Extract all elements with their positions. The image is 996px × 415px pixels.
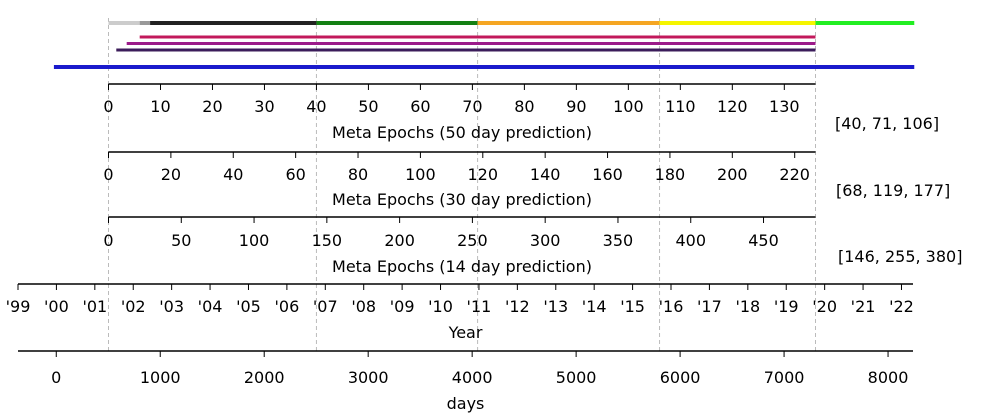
axis-0-tick-label-3: 30 <box>254 97 274 116</box>
axis-3-tick-label-4: '03 <box>159 297 184 316</box>
axis-0-tick-label-8: 80 <box>514 97 534 116</box>
axis-2-tick-label-9: 450 <box>748 231 779 250</box>
axis-3-tick-label-8: '07 <box>313 297 338 316</box>
axis-1-tick-label-6: 120 <box>468 165 499 184</box>
axis-3: '99 '00 '01 '02 '03 '04 '05 '06 '07 '08 '09 '10 '11 '… <box>6 283 914 342</box>
axis-4-tick-label-5: 5000 <box>556 368 597 387</box>
axis-3-tick-label-20: '19 <box>774 297 799 316</box>
axis-3-tick-label-16: '15 <box>620 297 645 316</box>
axis-2-tick-label-4: 200 <box>384 231 415 250</box>
axis-3-tick-label-11: '10 <box>428 297 453 316</box>
axis-0-annotation: [40, 71, 106] <box>835 114 939 133</box>
axis-3-tick-label-9: '08 <box>351 297 376 316</box>
axis-1-tick-label-1: 20 <box>161 165 181 184</box>
axis-3-tick-label-22: '21 <box>851 297 876 316</box>
axis-3-tick-label-5: '04 <box>198 297 223 316</box>
axis-0-tick-label-12: 120 <box>717 97 748 116</box>
axis-3-tick-label-12: '11 <box>467 297 492 316</box>
axis-2-tick-label-7: 350 <box>603 231 634 250</box>
axis-2-tick-label-5: 250 <box>457 231 488 250</box>
axis-0-tick-label-5: 50 <box>358 97 378 116</box>
axis-1-tick-label-11: 220 <box>779 165 810 184</box>
axis-1-tick-label-8: 160 <box>592 165 623 184</box>
axis-3-tick-label-1: '00 <box>44 297 69 316</box>
axis-3-tick-label-18: '17 <box>697 297 722 316</box>
axis-4: 0 1000 2000 3000 4000 5000 6000 7000 8000 days <box>18 350 913 413</box>
axis-1-tick-label-4: 80 <box>348 165 368 184</box>
axis-0-tick-label-9: 90 <box>566 97 586 116</box>
axis-0-tick-label-4: 40 <box>306 97 326 116</box>
axis-2: 0 50 100 150 200 250 300 350 400 450 Meta Epochs (… <box>103 216 962 276</box>
axis-0-tick-label-2: 20 <box>202 97 222 116</box>
axis-2-annotation: [146, 255, 380] <box>838 247 962 266</box>
axis-4-tick-label-2: 2000 <box>244 368 285 387</box>
axis-2-title: Meta Epochs (14 day prediction) <box>332 257 592 276</box>
axis-0-tick-label-6: 60 <box>410 97 430 116</box>
axis-4-tick-label-3: 3000 <box>348 368 389 387</box>
axis-1: 0 20 40 60 80 100 120 140 160 180 200 220 Meta Epoch… <box>103 151 950 209</box>
axis-1-tick-label-7: 140 <box>530 165 561 184</box>
axis-0-tick-label-13: 130 <box>769 97 800 116</box>
axis-1-tick-label-9: 180 <box>655 165 686 184</box>
axis-0-tick-label-10: 100 <box>613 97 644 116</box>
axis-3-tick-label-7: '06 <box>275 297 300 316</box>
axis-3-tick-label-6: '05 <box>236 297 261 316</box>
axis-3-tick-label-13: '12 <box>505 297 530 316</box>
axis-3-tick-label-19: '18 <box>735 297 760 316</box>
axis-3-tick-label-2: '01 <box>82 297 107 316</box>
axis-0-tick-label-0: 0 <box>103 97 113 116</box>
axis-2-tick-label-6: 300 <box>530 231 561 250</box>
axis-1-tick-label-5: 100 <box>405 165 436 184</box>
axis-4-tick-label-0: 0 <box>51 368 61 387</box>
axis-4-tick-label-4: 4000 <box>452 368 493 387</box>
axis-3-tick-label-3: '02 <box>121 297 146 316</box>
axis-4-tick-label-7: 7000 <box>764 368 805 387</box>
axis-3-tick-label-0: '99 <box>6 297 31 316</box>
axis-4-tick-label-1: 1000 <box>140 368 181 387</box>
axis-0-tick-label-1: 10 <box>150 97 170 116</box>
axis-4-tick-label-8: 8000 <box>868 368 909 387</box>
axis-1-annotation: [68, 119, 177] <box>836 181 950 200</box>
axis-2-tick-label-0: 0 <box>103 231 113 250</box>
axis-0-tick-label-11: 110 <box>665 97 696 116</box>
axis-3-tick-label-14: '13 <box>543 297 568 316</box>
axis-4-tick-label-6: 6000 <box>660 368 701 387</box>
axis-3-tick-label-21: '20 <box>812 297 837 316</box>
axis-3-tick-label-17: '16 <box>659 297 684 316</box>
axis-3-tick-label-15: '14 <box>582 297 607 316</box>
axis-1-title: Meta Epochs (30 day prediction) <box>332 190 592 209</box>
axis-1-tick-label-0: 0 <box>103 165 113 184</box>
axis-1-tick-label-3: 60 <box>285 165 305 184</box>
axis-1-tick-label-10: 200 <box>717 165 748 184</box>
axis-1-tick-label-2: 40 <box>223 165 243 184</box>
axis-0-title: Meta Epochs (50 day prediction) <box>332 123 592 142</box>
axis-0-tick-label-7: 70 <box>462 97 482 116</box>
axis-2-tick-label-2: 100 <box>239 231 270 250</box>
axis-0: 0 10 20 30 40 50 60 70 80 90 100 110 120 130 Meta Epoc… <box>103 83 939 142</box>
axis-4-title: days <box>447 394 485 413</box>
axis-2-tick-label-8: 400 <box>675 231 706 250</box>
axis-3-tick-label-10: '09 <box>390 297 415 316</box>
timeline-bars <box>53 21 915 69</box>
axis-3-tick-label-23: '22 <box>889 297 914 316</box>
axis-2-tick-label-1: 50 <box>171 231 191 250</box>
axes: 0 10 20 30 40 50 60 70 80 90 100 110 120 130 Meta Epoc… <box>6 83 962 413</box>
axis-3-title: Year <box>448 323 483 342</box>
axis-2-tick-label-3: 150 <box>312 231 343 250</box>
